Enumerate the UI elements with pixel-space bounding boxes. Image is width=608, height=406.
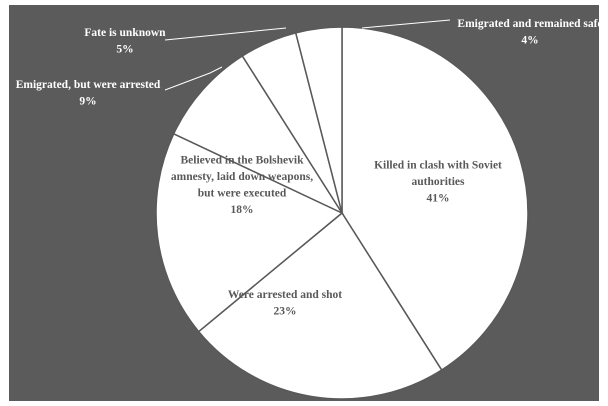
leader-line (164, 66, 223, 91)
slice-percent-label: 23% (274, 305, 297, 317)
slice-category-label: Believed in the Bolshevik (181, 154, 305, 166)
slice-category-label: Fate is unknown (84, 27, 166, 39)
slice-category-label: authorities (411, 176, 465, 188)
slice-percent-label: 41% (427, 193, 450, 205)
leader-line (361, 19, 451, 29)
pie-slice (155, 132, 344, 333)
pie-slice (172, 54, 345, 215)
slice-percent-label: 5% (116, 43, 133, 55)
leader-line (164, 27, 287, 41)
slice-percent-label: 4% (521, 34, 538, 46)
slice-percent-label: 9% (79, 95, 96, 107)
slice-category-label: Emigrated and remained safe (457, 18, 602, 30)
slice-percent-label: 18% (231, 204, 254, 216)
slice-category-label: Killed in clash with Soviet (374, 160, 502, 172)
slice-category-label: Were arrested and shot (228, 289, 342, 301)
slice-category-label: amnesty, laid down weapons, (171, 171, 313, 183)
slice-category-label: Emigrated, but were arrested (16, 79, 161, 91)
pie-slice (294, 26, 343, 214)
slice-category-label: but were executed (198, 187, 287, 199)
pie-slice (341, 26, 529, 372)
pie-slice (197, 211, 443, 400)
